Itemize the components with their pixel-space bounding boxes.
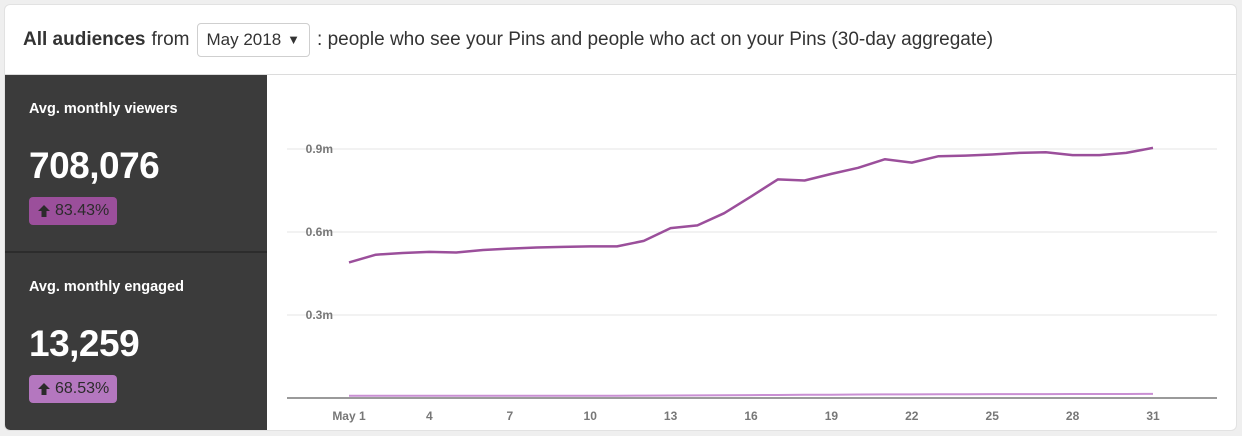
x-tick-label: 22 [905, 409, 919, 423]
x-tick-label: 25 [986, 409, 1000, 423]
x-tick-label: 16 [744, 409, 758, 423]
metric-value: 708,076 [29, 145, 160, 186]
header-title: All audiences [23, 28, 146, 50]
x-tick-label: 19 [825, 409, 839, 423]
change-badge: 68.53% [29, 375, 118, 403]
change-badge: 83.43% [29, 197, 118, 225]
series-line-2 [349, 392, 1154, 397]
x-tick-label: 31 [1146, 409, 1160, 423]
y-tick-label: 0.3m [306, 308, 333, 322]
audience-card: All audiences from May 2018 ▼ : people w… [4, 4, 1237, 431]
month-dropdown[interactable]: May 2018 ▼ [196, 22, 311, 57]
line-chart: 0.9m 0.6m 0.3m May 1 4 7 10 13 16 19 22 25 28 31 [267, 75, 1236, 430]
series-line-1 [348, 146, 1154, 264]
card-header: All audiences from May 2018 ▼ : people w… [5, 5, 1236, 75]
month-dropdown-value: May 2018 [206, 29, 282, 49]
metric-value: 13,259 [29, 323, 140, 364]
metric-label: Avg. monthly engaged [29, 279, 184, 295]
y-tick-label: 0.9m [306, 142, 333, 156]
chevron-down-icon: ▼ [287, 32, 301, 47]
chart-svg: 0.9m 0.6m 0.3m May 1 4 7 10 13 16 19 22 25 28 31 [287, 142, 1217, 423]
y-tick-label: 0.6m [306, 225, 333, 239]
up-arrow-icon [38, 205, 50, 217]
metrics-panel: Avg. monthly viewers 708,076 83.43% Avg.… [5, 75, 267, 430]
change-value: 83.43% [55, 202, 110, 219]
x-tick-label: 13 [664, 409, 678, 423]
metric-engaged[interactable]: Avg. monthly engaged 13,259 68.53% [5, 253, 267, 430]
x-tick-label: May 1 [332, 409, 366, 423]
metric-label: Avg. monthly viewers [29, 101, 178, 117]
x-tick-label: 4 [426, 409, 433, 423]
x-tick-label: 7 [506, 409, 513, 423]
header-from-label: from [151, 28, 190, 50]
x-tick-label: 10 [584, 409, 598, 423]
x-tick-label: 28 [1066, 409, 1080, 423]
header-description: : people who see your Pins and people wh… [317, 28, 994, 50]
up-arrow-icon [38, 383, 50, 395]
metric-viewers[interactable]: Avg. monthly viewers 708,076 83.43% [5, 75, 267, 253]
change-value: 68.53% [55, 380, 110, 397]
